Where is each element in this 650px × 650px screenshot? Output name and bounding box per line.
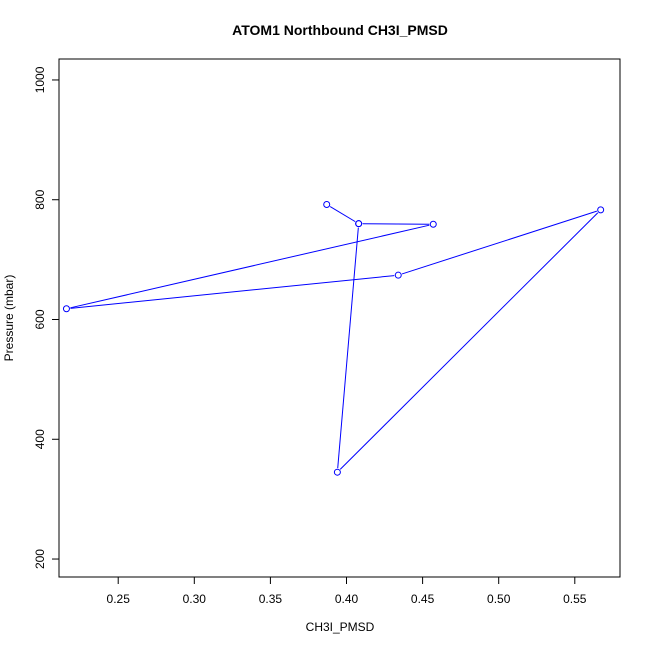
x-axis-label: CH3I_PMSD <box>306 620 375 634</box>
y-tick-label: 800 <box>33 189 47 209</box>
series-segment <box>401 210 598 275</box>
x-tick-label: 0.30 <box>183 592 207 606</box>
y-tick-label: 1000 <box>33 66 47 93</box>
series-segment <box>362 223 430 225</box>
data-point <box>355 220 363 228</box>
data-point <box>333 468 341 476</box>
x-tick-label: 0.55 <box>563 592 587 606</box>
x-tick-label: 0.45 <box>411 592 435 606</box>
series-points-group <box>62 201 605 476</box>
series-segment <box>339 212 599 470</box>
x-tick-label: 0.50 <box>487 592 511 606</box>
y-axis-label: Pressure (mbar) <box>2 275 16 362</box>
series-segment <box>70 224 430 309</box>
y-axis: 200 400 600 800 1000 <box>33 66 60 569</box>
x-tick-label: 0.35 <box>259 592 283 606</box>
data-point <box>429 220 437 228</box>
data-point <box>62 305 70 313</box>
plot-frame <box>58 58 621 578</box>
data-point <box>394 271 402 279</box>
x-axis: 0.25 0.30 0.35 0.40 0.45 0.50 0.55 <box>107 576 587 606</box>
y-tick-label: 400 <box>33 429 47 449</box>
y-tick-label: 200 <box>33 549 47 569</box>
data-point <box>597 206 605 214</box>
chart-title: ATOM1 Northbound CH3I_PMSD <box>232 22 448 38</box>
data-point <box>323 201 331 209</box>
x-tick-label: 0.25 <box>107 592 131 606</box>
series-segment <box>329 206 356 223</box>
x-tick-label: 0.40 <box>335 592 359 606</box>
series-segment <box>70 275 395 309</box>
y-tick-label: 600 <box>33 309 47 329</box>
series-segment <box>337 227 359 469</box>
series-line-group <box>70 206 599 470</box>
